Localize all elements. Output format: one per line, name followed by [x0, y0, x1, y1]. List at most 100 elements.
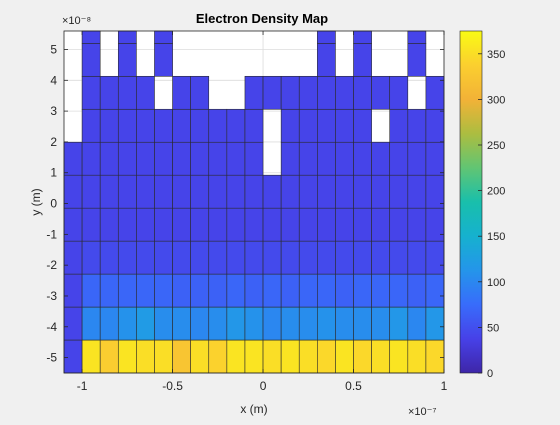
heatmap-cell	[389, 108, 409, 143]
colorbar-tick-label: 200	[487, 186, 505, 198]
heatmap-cell	[425, 75, 445, 110]
heatmap-cell	[317, 207, 336, 242]
heatmap-cell	[244, 240, 264, 275]
heatmap-cell	[136, 141, 155, 176]
heatmap-cell	[371, 273, 391, 308]
y-tick-label: 0	[50, 197, 57, 211]
heatmap-cell	[154, 174, 173, 209]
heatmap-cell	[407, 141, 427, 176]
heatmap-cell	[172, 141, 191, 176]
heatmap-cell	[154, 207, 173, 242]
heatmap-cell	[117, 43, 137, 77]
heatmap-cell	[353, 43, 372, 77]
heatmap-cell	[298, 339, 318, 374]
axes-frame	[63, 30, 445, 374]
x-tick-label: -0.5	[162, 379, 183, 393]
heatmap-cell	[136, 108, 155, 143]
y-tick-label: 3	[50, 104, 57, 118]
heatmap-cell	[244, 108, 264, 143]
heatmap-cell	[117, 75, 137, 110]
heatmap-cell	[425, 273, 445, 308]
heatmap-cell	[280, 108, 300, 143]
heatmap-cell	[280, 207, 300, 242]
heatmap-cell	[335, 207, 354, 242]
heatmap-cell	[371, 75, 391, 110]
heatmap-cell	[99, 207, 119, 242]
heatmap-cell	[298, 207, 318, 242]
y-tick-label: -1	[46, 227, 57, 241]
heatmap-cell	[317, 240, 336, 275]
heatmap-cell	[226, 207, 246, 242]
heatmap-cell	[389, 141, 409, 176]
heatmap-cell	[190, 207, 210, 242]
heatmap-cell	[81, 75, 101, 110]
heatmap-cell	[117, 30, 137, 44]
heatmap-cell	[226, 108, 246, 143]
heatmap-cell	[389, 207, 409, 242]
heatmap-cell	[172, 108, 191, 143]
heatmap-cell	[262, 75, 282, 110]
y-tick-label: 1	[50, 166, 57, 180]
heatmap-cell	[190, 306, 210, 341]
heatmap-cell	[136, 207, 155, 242]
heatmap-cell	[335, 174, 354, 209]
heatmap-cell	[172, 207, 191, 242]
heatmap-cell	[154, 30, 173, 44]
heatmap-cell	[280, 75, 300, 110]
heatmap-cell	[262, 174, 282, 209]
heatmap-cell	[317, 108, 336, 143]
heatmap-cell	[244, 207, 264, 242]
heatmap-cell	[99, 240, 119, 275]
heatmap-cell	[172, 174, 191, 209]
heatmap-cell	[244, 273, 264, 308]
heatmap-cell	[407, 30, 427, 44]
heatmap-cell	[371, 207, 391, 242]
heatmap-cell	[99, 174, 119, 209]
y-axis-ticks: -5 -4 -3 -2 -1 0 1 2 3 4 5	[46, 42, 444, 365]
heatmap-cell	[172, 306, 191, 341]
heatmap-cell	[371, 306, 391, 341]
y-tick-label: 5	[50, 42, 57, 56]
heatmap-cell	[154, 273, 173, 308]
heatmap-cell	[335, 108, 354, 143]
heatmap-cell	[81, 240, 101, 275]
heatmap-cell	[298, 108, 318, 143]
heatmap-cell	[244, 141, 264, 176]
heatmap-cell	[317, 30, 336, 44]
heatmap-cell	[407, 273, 427, 308]
heatmap-cell	[244, 75, 264, 110]
heatmap-cell	[353, 306, 372, 341]
heatmap-cell	[136, 339, 155, 374]
heatmap-cell	[262, 273, 282, 308]
x-tick-label: 0	[260, 379, 267, 393]
heatmap-cell	[154, 306, 173, 341]
heatmap-cell	[371, 174, 391, 209]
colorbar-tick-label: 0	[487, 368, 493, 380]
heatmap-cell	[117, 306, 137, 341]
heatmap-cell	[335, 141, 354, 176]
heatmap-cell	[190, 174, 210, 209]
heatmap-cell	[298, 174, 318, 209]
heatmap-cell	[280, 339, 300, 374]
heatmap-cell	[208, 108, 228, 143]
heatmap-cell	[298, 240, 318, 275]
heatmap-cell	[317, 306, 336, 341]
y-axis-exponent: ×10⁻⁸	[62, 15, 91, 27]
heatmap-cell	[226, 174, 246, 209]
heatmap-cell	[117, 273, 137, 308]
heatmap-cell	[280, 240, 300, 275]
heatmap-cell	[353, 240, 372, 275]
heatmap-cell	[136, 306, 155, 341]
heatmap-cell	[190, 108, 210, 143]
heatmap-cell	[99, 108, 119, 143]
y-tick-label: -3	[46, 289, 57, 303]
heatmap-cell	[81, 174, 101, 209]
heatmap-cell	[99, 75, 119, 110]
heatmap-cell	[117, 174, 137, 209]
heatmap-cell	[425, 108, 445, 143]
heatmap-cell	[262, 240, 282, 275]
heatmap-cell	[63, 273, 83, 308]
heatmap-cell	[335, 339, 354, 374]
heatmap-cell	[117, 141, 137, 176]
